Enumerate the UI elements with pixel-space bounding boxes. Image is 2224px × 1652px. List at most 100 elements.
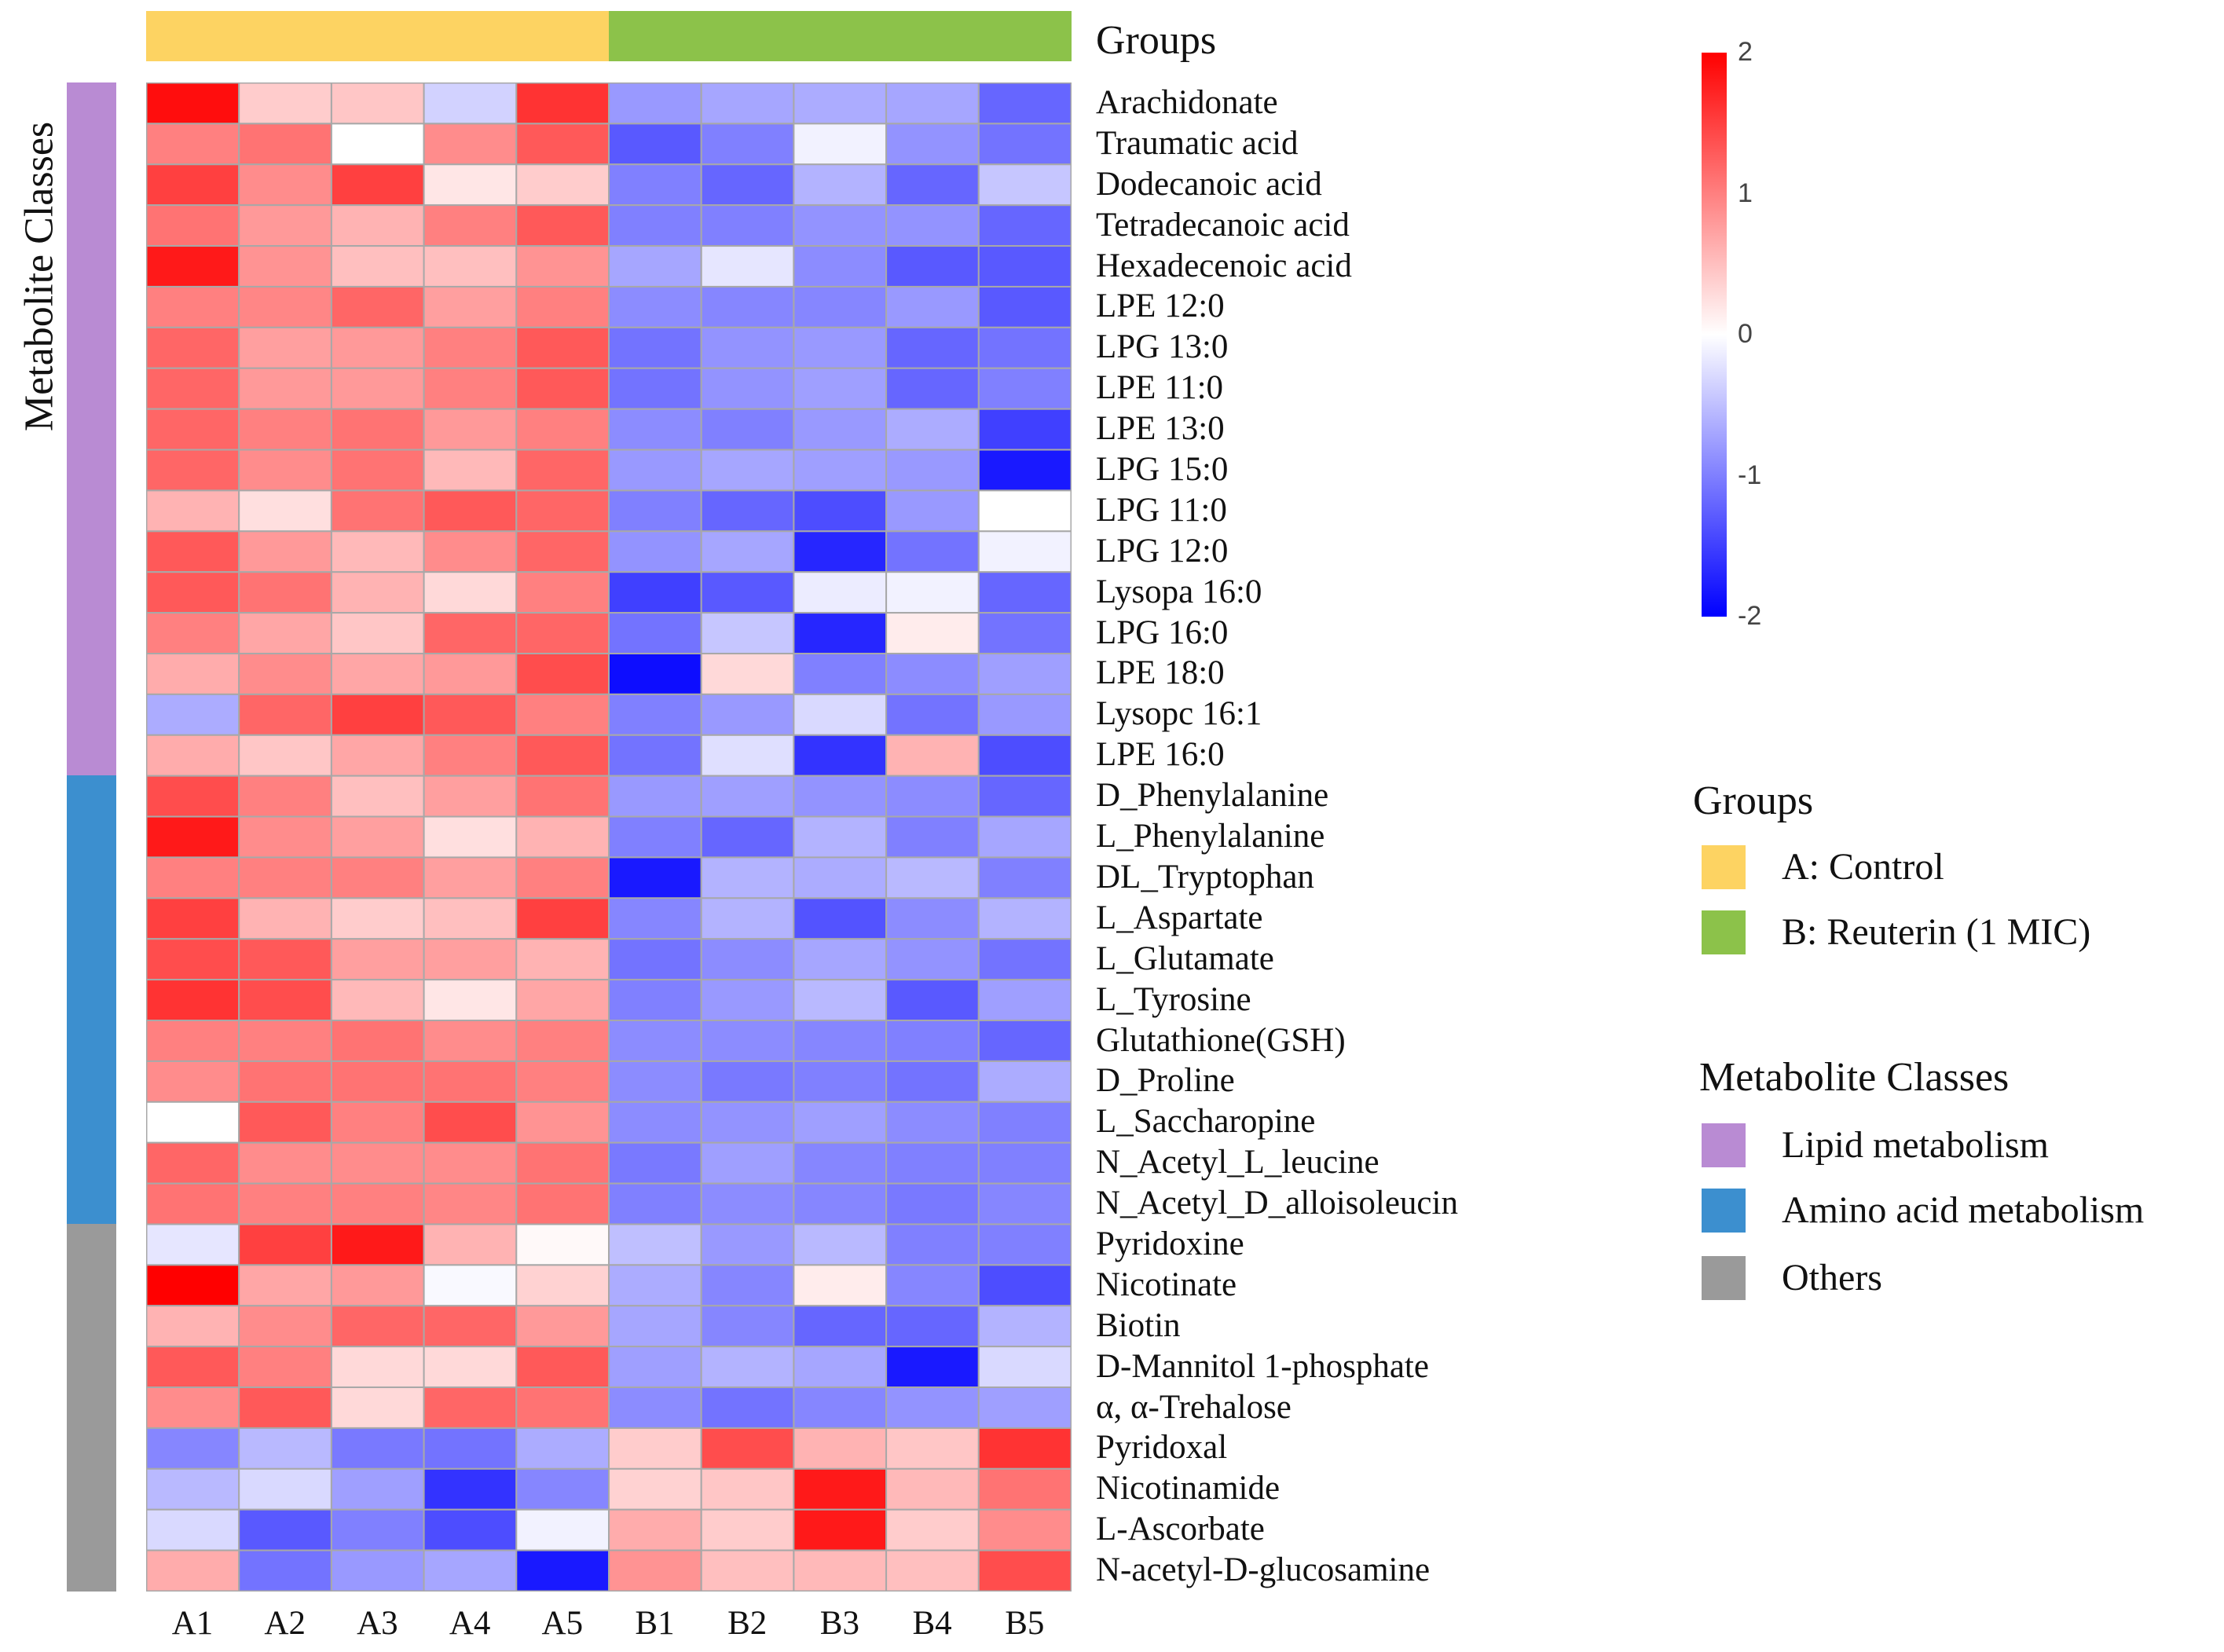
heatmap-cell <box>515 1386 610 1429</box>
heatmap-cell <box>700 1467 795 1511</box>
group-annotation-cell <box>146 11 240 61</box>
heatmap-cell <box>330 612 425 654</box>
heatmap-cell <box>700 1223 795 1266</box>
heatmap-cell <box>238 449 332 492</box>
heatmap-cell <box>608 163 702 207</box>
heatmap-cell <box>515 1346 610 1389</box>
row-label: LPG 15:0 <box>1096 451 1229 489</box>
heatmap-cell <box>700 530 795 573</box>
heatmap-cell <box>608 1141 702 1185</box>
heatmap-cell <box>700 897 795 940</box>
heatmap-cell <box>608 1508 702 1551</box>
heatmap-cell <box>700 775 795 818</box>
heatmap-cell <box>885 204 980 247</box>
heatmap-cell <box>793 1467 888 1511</box>
heatmap-cell <box>700 1020 795 1062</box>
row-label: LPG 12:0 <box>1096 532 1229 570</box>
heatmap-cell <box>885 1182 980 1225</box>
class-annotation-cell <box>67 1386 116 1429</box>
class-annotation-cell <box>67 653 116 695</box>
heatmap-cell <box>793 367 888 410</box>
heatmap-cell <box>793 897 888 940</box>
heatmap-cell <box>515 408 610 451</box>
heatmap-cell <box>608 1182 702 1225</box>
heatmap-cell <box>793 163 888 207</box>
heatmap-cell <box>146 979 240 1022</box>
heatmap-grid <box>146 82 1072 1592</box>
heatmap-cell <box>977 1386 1072 1429</box>
class-annotation-cell <box>67 368 116 410</box>
heatmap-cell <box>700 734 795 777</box>
heatmap-cell <box>885 693 980 736</box>
heatmap-cell <box>977 1346 1072 1389</box>
heatmap-cell <box>700 204 795 247</box>
heatmap-cell <box>330 734 425 777</box>
heatmap-cell <box>146 1508 240 1551</box>
heatmap-cell <box>330 775 425 818</box>
row-label: LPE 12:0 <box>1096 288 1225 325</box>
heatmap-cell <box>700 489 795 533</box>
heatmap-cell <box>885 245 980 288</box>
heatmap-cell <box>885 408 980 451</box>
class-annotation-cell <box>67 286 116 328</box>
heatmap-cell <box>515 1223 610 1266</box>
heatmap-cell <box>423 1467 518 1511</box>
heatmap-cell <box>977 897 1072 940</box>
heatmap-cell <box>330 163 425 207</box>
heatmap-cell <box>793 571 888 614</box>
heatmap-cell <box>515 775 610 818</box>
heatmap-cell <box>330 1060 425 1103</box>
heatmap-cell <box>146 326 240 369</box>
heatmap-cell <box>608 938 702 981</box>
heatmap-cell <box>330 652 425 695</box>
heatmap-cell <box>330 204 425 247</box>
heatmap-cell <box>423 1427 518 1470</box>
class-annotation-cell <box>67 1468 116 1511</box>
class-annotation-cell <box>67 816 116 858</box>
heatmap-cell <box>793 245 888 288</box>
heatmap-cell <box>977 1101 1072 1144</box>
heatmap-cell <box>423 979 518 1022</box>
heatmap-cell <box>423 449 518 492</box>
heatmap-cell <box>700 652 795 695</box>
row-label: Biotin <box>1096 1306 1181 1344</box>
heatmap-cell <box>793 693 888 736</box>
heatmap-cell <box>793 1549 888 1592</box>
heatmap-cell <box>700 1549 795 1592</box>
heatmap-cell <box>423 775 518 818</box>
column-label: B5 <box>1005 1605 1045 1642</box>
heatmap-cell <box>423 856 518 899</box>
heatmap-cell <box>146 367 240 410</box>
heatmap-cell <box>515 856 610 899</box>
row-label: Nicotinate <box>1096 1266 1237 1303</box>
heatmap-cell <box>793 408 888 451</box>
heatmap-cell <box>515 1060 610 1103</box>
heatmap-cell <box>793 612 888 654</box>
heatmap-cell <box>330 897 425 940</box>
heatmap-cell <box>793 775 888 818</box>
heatmap-cell <box>146 856 240 899</box>
heatmap-cell <box>608 1020 702 1062</box>
heatmap-cell <box>330 1264 425 1307</box>
heatmap-cell <box>330 856 425 899</box>
heatmap-cell <box>330 1305 425 1348</box>
heatmap-cell <box>793 1346 888 1389</box>
heatmap-cell <box>885 612 980 654</box>
row-label: Nicotinamide <box>1096 1470 1281 1507</box>
heatmap-cell <box>700 408 795 451</box>
heatmap-cell <box>330 285 425 328</box>
heatmap-cell <box>330 693 425 736</box>
heatmap-cell <box>238 204 332 247</box>
heatmap-cell <box>423 163 518 207</box>
heatmap-cell <box>330 1141 425 1185</box>
heatmap-cell <box>793 1182 888 1225</box>
heatmap-cell <box>977 123 1072 166</box>
heatmap-cell <box>330 326 425 369</box>
legend-swatch-amino <box>1702 1189 1746 1233</box>
heatmap-cell <box>515 1305 610 1348</box>
heatmap-cell <box>330 123 425 166</box>
heatmap-cell <box>238 285 332 328</box>
row-label: D-Mannitol 1-phosphate <box>1096 1347 1429 1385</box>
class-annotation-cell <box>67 979 116 1021</box>
class-annotation-cell <box>67 530 116 573</box>
